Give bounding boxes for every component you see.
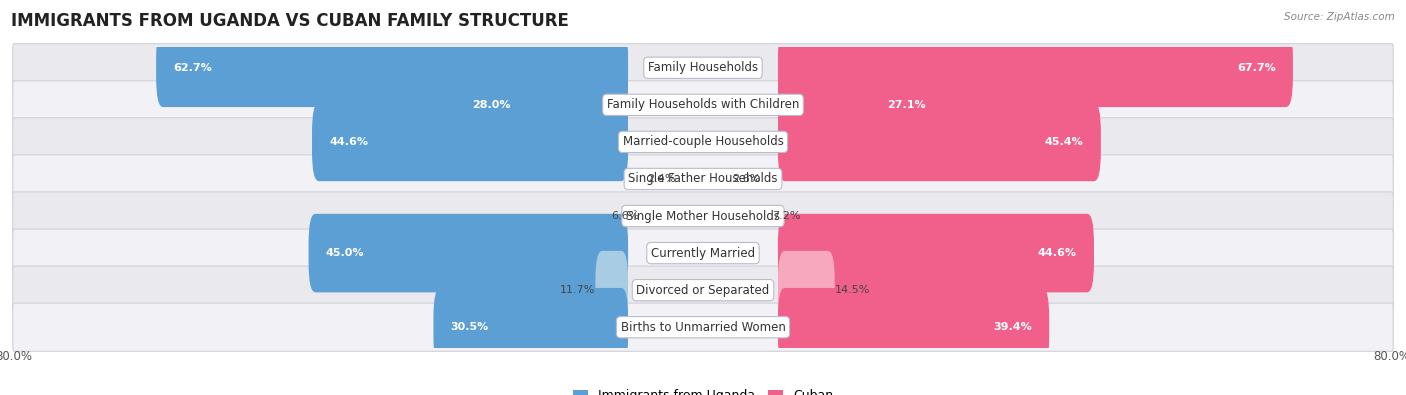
Text: Single Mother Households: Single Mother Households <box>626 209 780 222</box>
Text: Married-couple Households: Married-couple Households <box>623 135 783 149</box>
Text: 45.0%: 45.0% <box>326 248 364 258</box>
FancyBboxPatch shape <box>778 251 835 329</box>
FancyBboxPatch shape <box>595 251 628 329</box>
FancyBboxPatch shape <box>13 229 1393 277</box>
FancyBboxPatch shape <box>778 288 1049 367</box>
Text: Divorced or Separated: Divorced or Separated <box>637 284 769 297</box>
Text: 6.6%: 6.6% <box>612 211 640 221</box>
FancyBboxPatch shape <box>456 66 628 144</box>
Text: 45.4%: 45.4% <box>1045 137 1084 147</box>
Text: Currently Married: Currently Married <box>651 246 755 260</box>
Text: Source: ZipAtlas.com: Source: ZipAtlas.com <box>1284 12 1395 22</box>
Text: 44.6%: 44.6% <box>1038 248 1077 258</box>
FancyBboxPatch shape <box>13 155 1393 203</box>
Text: 67.7%: 67.7% <box>1237 63 1275 73</box>
FancyBboxPatch shape <box>13 192 1393 240</box>
Text: Births to Unmarried Women: Births to Unmarried Women <box>620 321 786 334</box>
FancyBboxPatch shape <box>13 81 1393 129</box>
Text: 11.7%: 11.7% <box>560 285 595 295</box>
Text: 28.0%: 28.0% <box>472 100 510 110</box>
FancyBboxPatch shape <box>778 103 1101 181</box>
Text: 2.4%: 2.4% <box>647 174 675 184</box>
FancyBboxPatch shape <box>13 266 1393 314</box>
FancyBboxPatch shape <box>312 103 628 181</box>
Text: Family Households: Family Households <box>648 61 758 74</box>
Text: 44.6%: 44.6% <box>329 137 368 147</box>
FancyBboxPatch shape <box>308 214 628 292</box>
Text: 30.5%: 30.5% <box>451 322 489 332</box>
FancyBboxPatch shape <box>433 288 628 367</box>
Legend: Immigrants from Uganda, Cuban: Immigrants from Uganda, Cuban <box>568 384 838 395</box>
Text: 27.1%: 27.1% <box>887 100 927 110</box>
Text: 39.4%: 39.4% <box>993 322 1032 332</box>
Text: 14.5%: 14.5% <box>835 285 870 295</box>
FancyBboxPatch shape <box>156 28 628 107</box>
FancyBboxPatch shape <box>13 118 1393 166</box>
Text: IMMIGRANTS FROM UGANDA VS CUBAN FAMILY STRUCTURE: IMMIGRANTS FROM UGANDA VS CUBAN FAMILY S… <box>11 12 569 30</box>
Text: 62.7%: 62.7% <box>173 63 212 73</box>
FancyBboxPatch shape <box>778 214 1094 292</box>
Text: 2.6%: 2.6% <box>733 174 761 184</box>
Text: Single Father Households: Single Father Households <box>628 173 778 186</box>
Text: Family Households with Children: Family Households with Children <box>607 98 799 111</box>
FancyBboxPatch shape <box>13 44 1393 92</box>
FancyBboxPatch shape <box>13 303 1393 351</box>
Text: 7.2%: 7.2% <box>772 211 800 221</box>
FancyBboxPatch shape <box>778 28 1294 107</box>
FancyBboxPatch shape <box>778 66 943 144</box>
